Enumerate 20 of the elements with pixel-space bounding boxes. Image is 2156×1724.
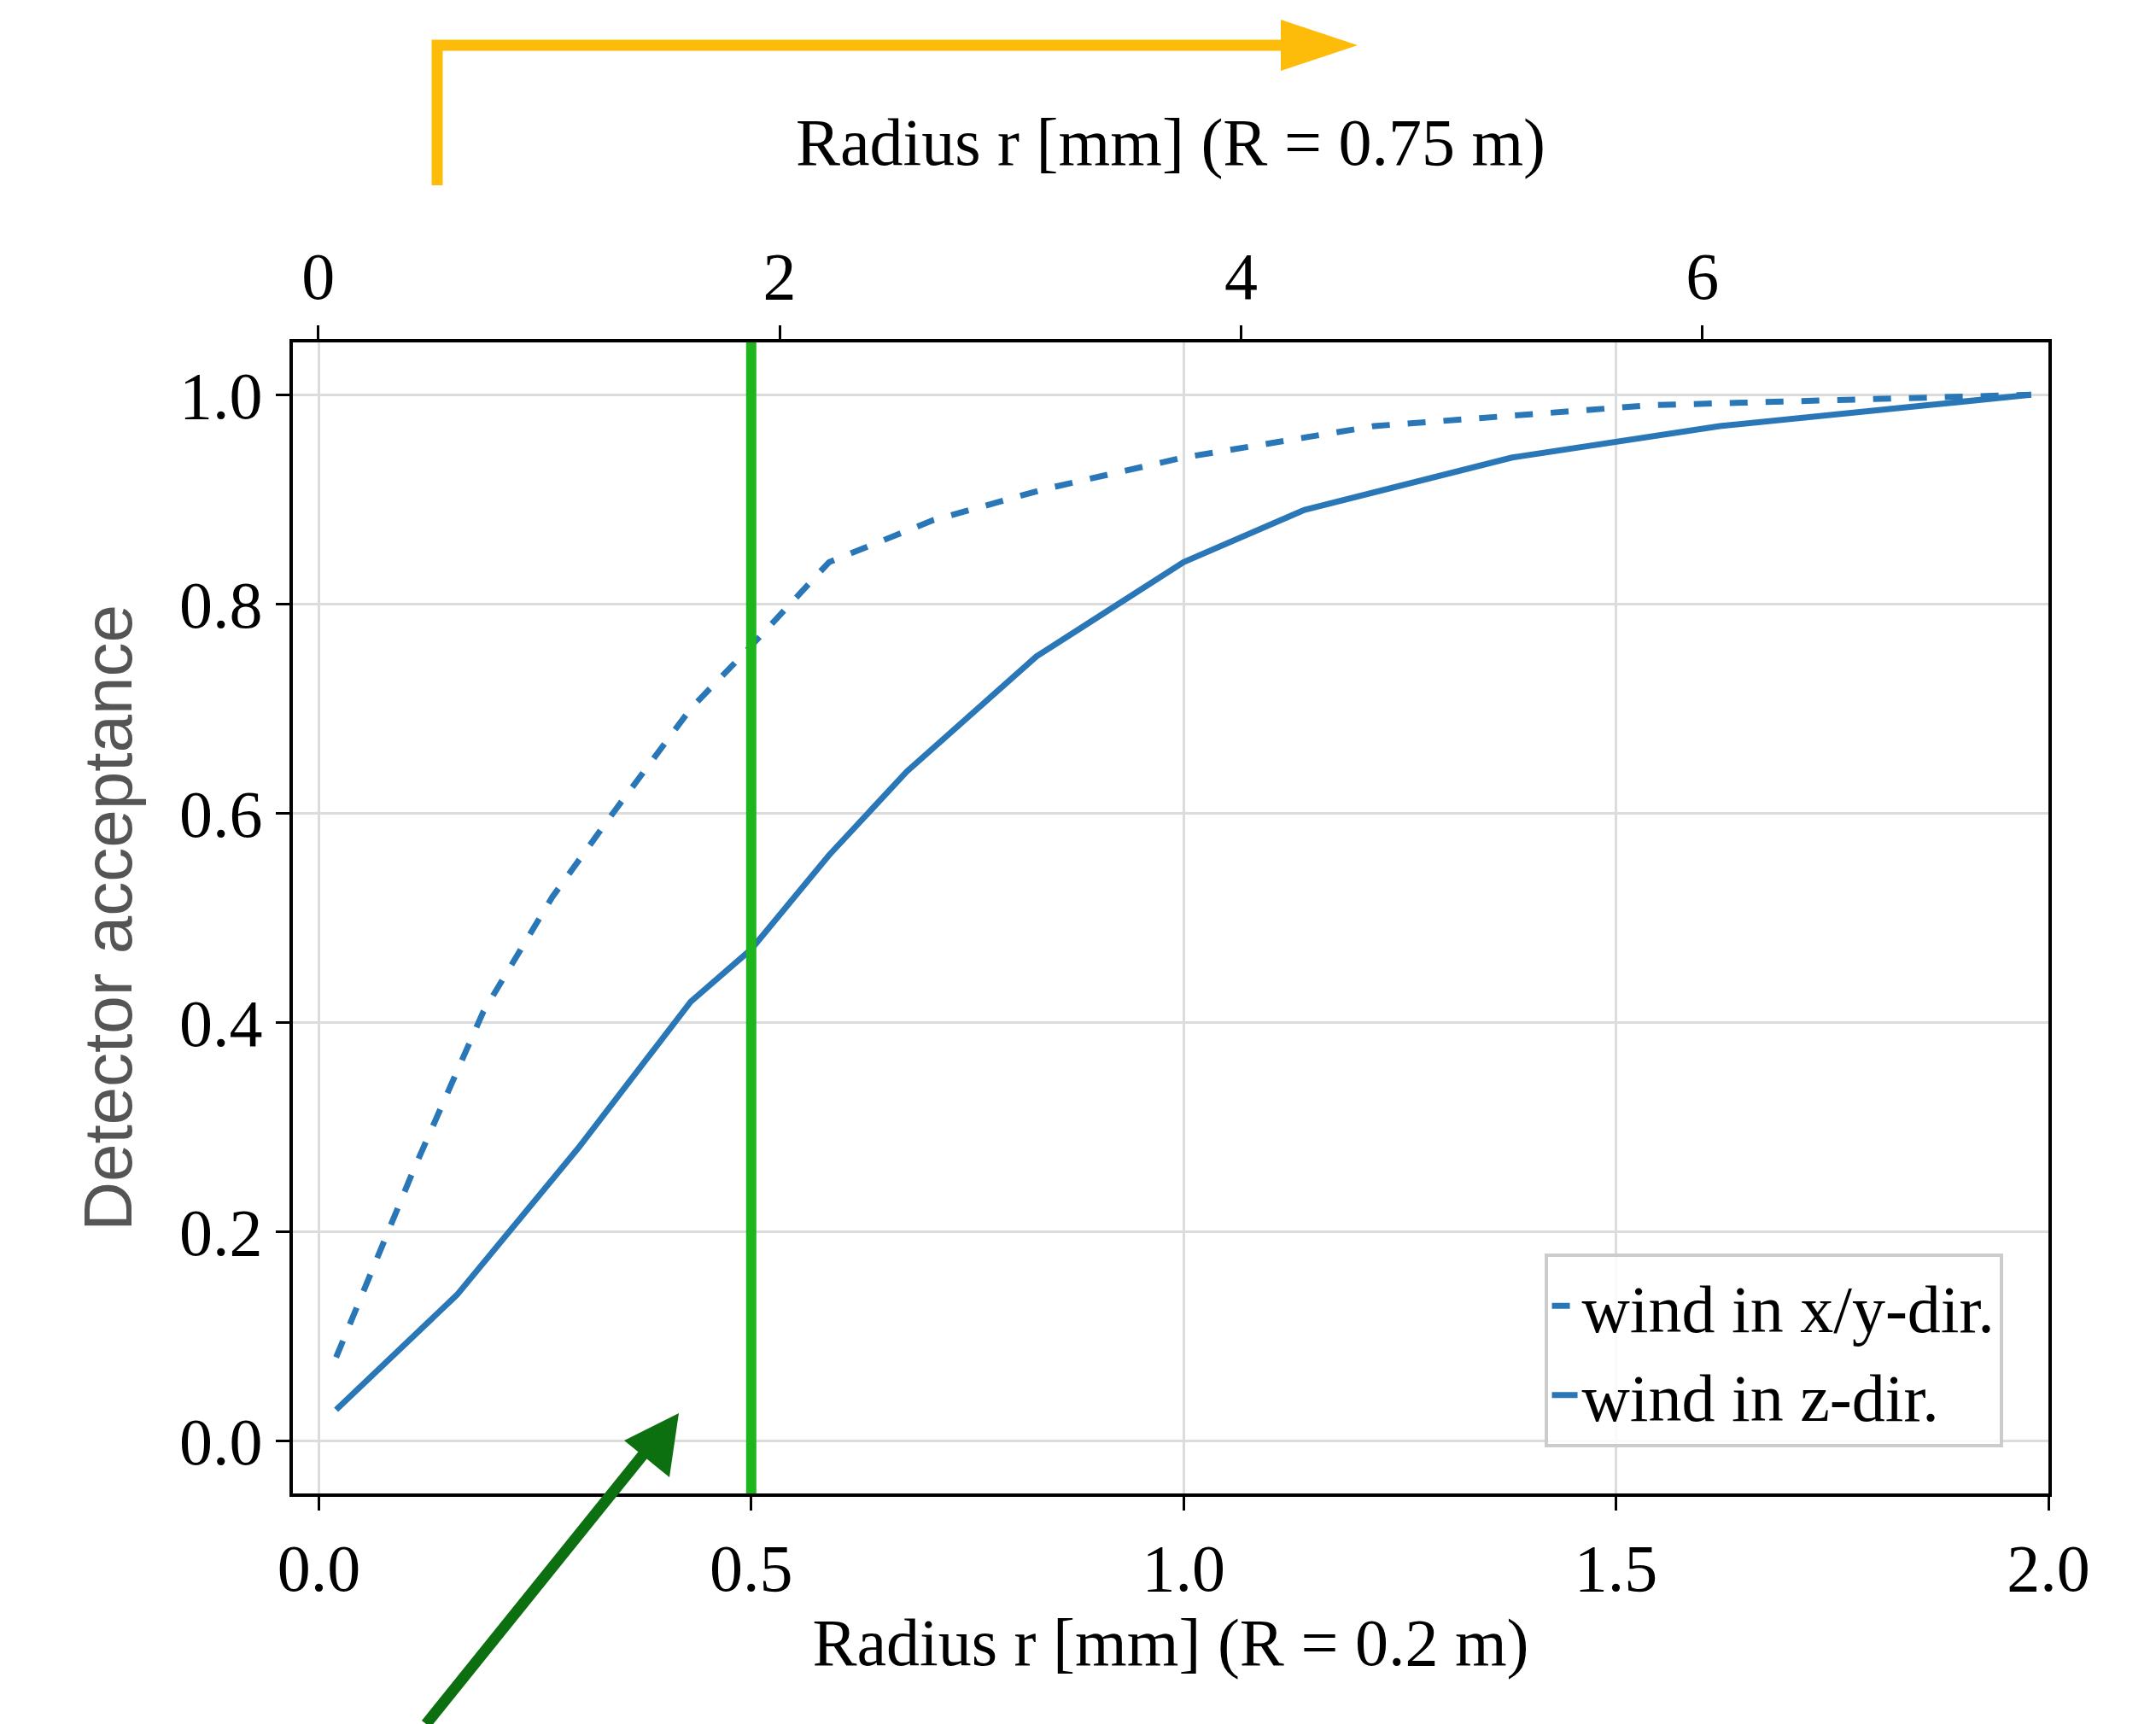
x-axis-title: Radius r [mm] (R = 0.2 m) <box>812 1604 1529 1680</box>
x-tick-label: 1.0 <box>1142 1530 1225 1605</box>
x2-tick-label: 2 <box>762 238 797 313</box>
y-tick-label: 0.4 <box>178 985 263 1061</box>
y-tick-label: 1.0 <box>178 358 263 433</box>
legend-label: wind in x/y-dir. <box>1581 1271 1995 1347</box>
y-axis-title: Detector acceptance <box>69 605 146 1231</box>
x2-tick-label: 6 <box>1686 238 1720 313</box>
legend-label: wind in z-dir. <box>1581 1361 1939 1436</box>
x2-tick-label: 0 <box>301 238 336 313</box>
x-tick-label: 2.0 <box>2007 1530 2090 1605</box>
x-tick-label: 0.5 <box>710 1530 793 1605</box>
y-tick-label: 0.2 <box>178 1195 263 1270</box>
y-tick-label: 0.8 <box>178 567 263 642</box>
x2-tick-label: 4 <box>1224 238 1258 313</box>
x-tick-label: 1.5 <box>1574 1530 1658 1605</box>
y-tick-label: 0.6 <box>178 776 263 851</box>
y-tick-label: 0.0 <box>178 1405 263 1480</box>
x2-axis-title: Radius r [mm] (R = 0.75 m) <box>795 105 1546 179</box>
x-tick-label: 0.0 <box>277 1530 361 1605</box>
